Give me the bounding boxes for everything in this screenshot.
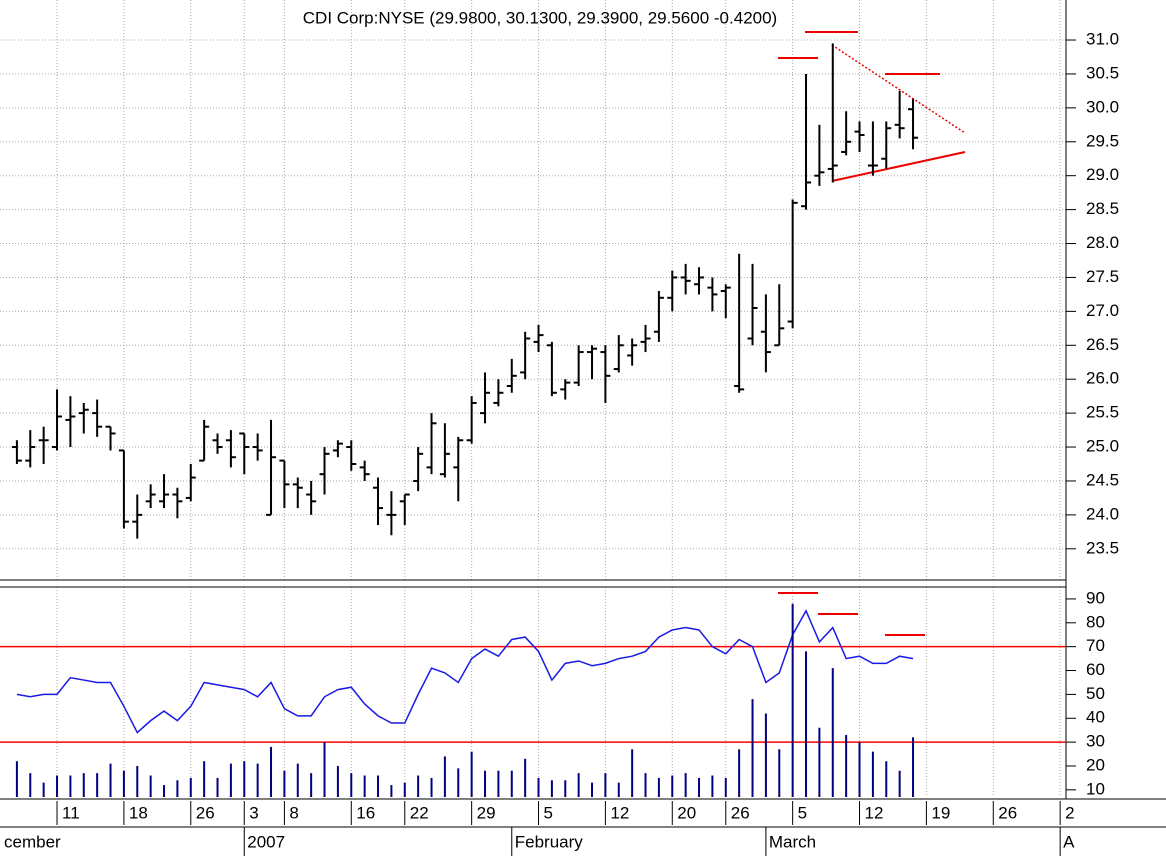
x-tick-label: 8 [289,803,298,822]
y-tick-label: 70 [1086,636,1105,655]
indicator-line [16,609,914,734]
x-tick-label: 16 [356,803,375,822]
y-tick-label: 25.5 [1086,403,1119,422]
month-label: February [515,832,584,851]
y-tick-label: 31.0 [1086,30,1119,49]
y-tick-label: 40 [1086,708,1105,727]
y-tick-label: 30.0 [1086,97,1119,116]
x-tick-label: 29 [477,803,496,822]
y-tick-label: 28.0 [1086,233,1119,252]
x-tick-label: 11 [62,803,80,822]
x-tick-label: 26 [196,803,215,822]
x-tick-label: 26 [731,803,750,822]
y-tick-label: 26.0 [1086,369,1119,388]
grid-layer [0,0,1066,797]
trend-line [831,151,966,182]
y-tick-label: 29.5 [1086,131,1119,150]
month-label: March [769,832,816,851]
x-tick-label: 2 [1065,803,1074,822]
x-tick-label: 22 [410,803,429,822]
y-tick-label: 24.0 [1086,504,1119,523]
x-tick-label: 12 [865,803,884,822]
trend-line [831,44,966,134]
y-tick-label: 29.0 [1086,165,1119,184]
y-tick-label: 20 [1086,755,1105,774]
y-tick-label: 50 [1086,684,1105,703]
y-tick-label: 26.5 [1086,335,1119,354]
x-tick-label: 26 [998,803,1017,822]
y-tick-label: 24.5 [1086,470,1119,489]
y-tick-label: 27.0 [1086,301,1119,320]
month-label: 2007 [247,832,285,851]
month-label: cember [4,832,61,851]
month-label: A [1063,832,1075,851]
x-tick-label: 20 [677,803,696,822]
y-tick-label: 80 [1086,612,1105,631]
x-tick-label: 18 [129,803,148,822]
x-tick-label: 5 [798,803,807,822]
y-tick-label: 25.0 [1086,437,1119,456]
y-tick-label: 27.5 [1086,267,1119,286]
x-tick-label: 3 [249,803,258,822]
x-tick-label: 19 [931,803,950,822]
y-tick-label: 60 [1086,660,1105,679]
y-tick-label: 28.5 [1086,199,1119,218]
y-tick-label: 90 [1086,588,1105,607]
y-tick-label: 23.5 [1086,538,1119,557]
y-tick-label: 10 [1086,779,1105,798]
x-tick-label: 12 [610,803,629,822]
y-tick-label: 30.5 [1086,63,1119,82]
x-tick-label: 5 [544,803,553,822]
y-tick-label: 30 [1086,732,1105,751]
chart-title: CDI Corp:NYSE (29.9800, 30.1300, 29.3900… [303,8,777,27]
